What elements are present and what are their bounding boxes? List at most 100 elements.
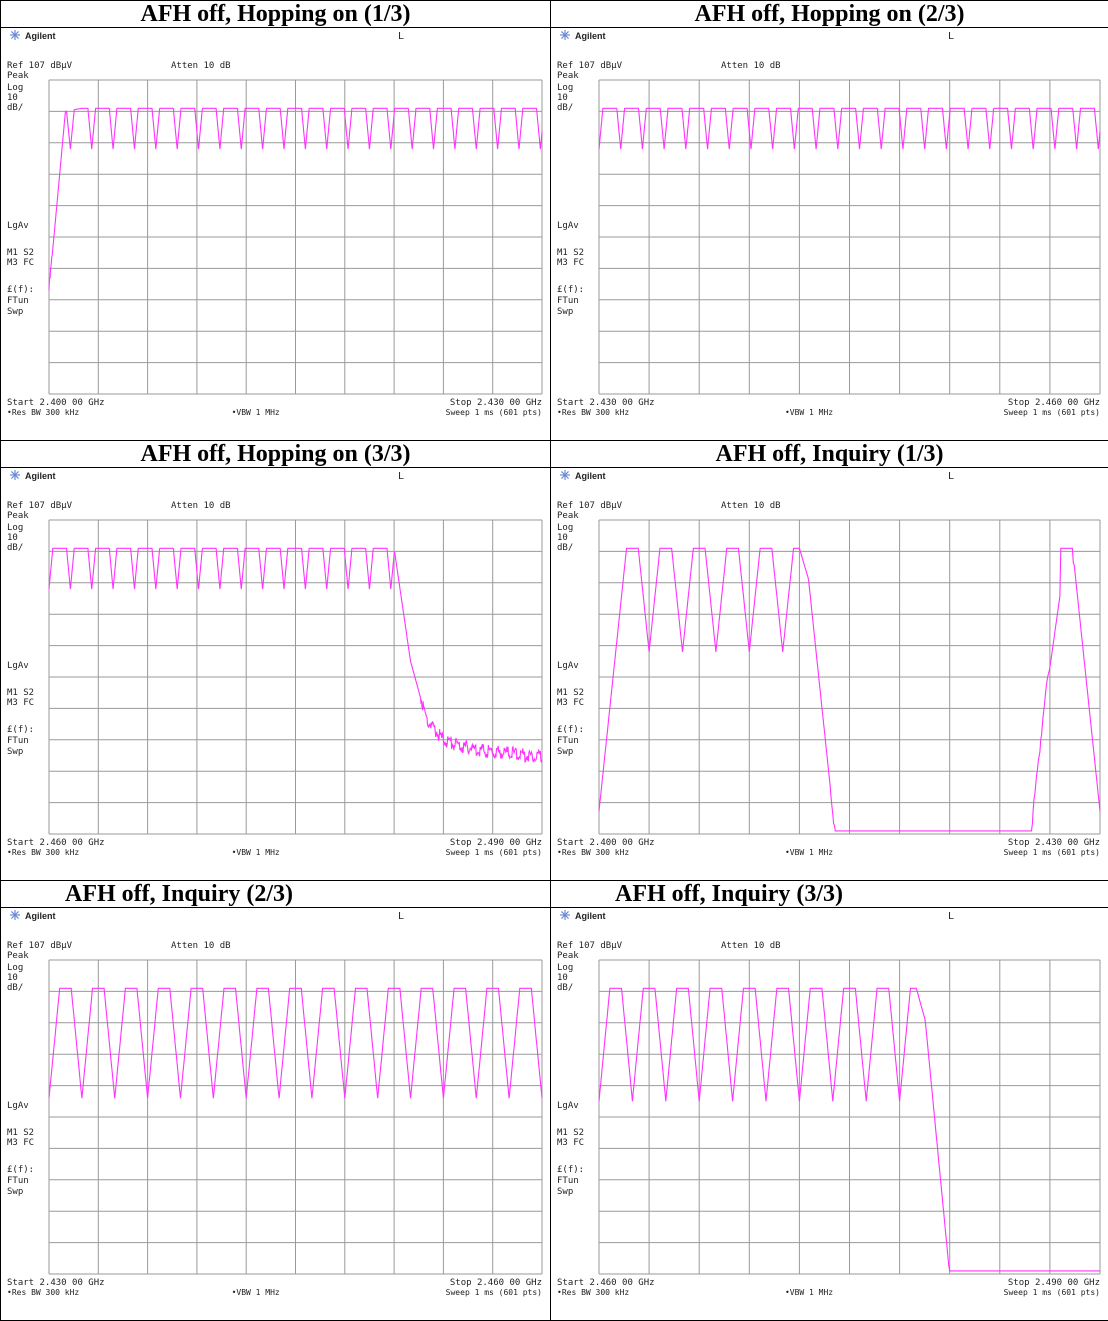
lgav-label: LgAv	[7, 221, 29, 231]
m1-label: M1 S2	[7, 248, 34, 258]
scale-unit-label: dB/	[557, 983, 573, 993]
m1-label: M1 S2	[557, 248, 584, 258]
graticule	[599, 80, 1100, 394]
ftun-label: FTun	[557, 1176, 579, 1186]
ef-label: £(f):	[7, 1165, 34, 1175]
agilent-logo-icon	[560, 470, 570, 480]
agilent-logo-icon	[10, 910, 20, 920]
graticule	[599, 960, 1100, 1274]
ftun-label: FTun	[7, 296, 29, 306]
start-freq-label: Start 2.460 00 GHz	[7, 838, 105, 848]
atten-label: Atten 10 dB	[171, 61, 231, 71]
ef-label: £(f):	[7, 285, 34, 295]
sweep-label: Sweep 1 ms (601 pts)	[1004, 1288, 1100, 1297]
marker-label: L	[948, 471, 954, 482]
start-freq-label: Start 2.460 00 GHz	[557, 1278, 655, 1288]
ftun-label: FTun	[7, 736, 29, 746]
agilent-logo-icon	[10, 30, 20, 40]
log-label: Log	[7, 83, 23, 93]
log-label: Log	[7, 963, 23, 973]
brand-label: Agilent	[25, 471, 56, 481]
vbw-label: •VBW 1 MHz	[232, 408, 280, 417]
ftun-label: FTun	[7, 1176, 29, 1186]
swp-label: Swp	[7, 307, 23, 317]
scale-unit-label: dB/	[7, 103, 23, 113]
lgav-label: LgAv	[7, 661, 29, 671]
panel-title-3: AFH off, Inquiry (1/3)	[551, 441, 1108, 468]
res-bw-label: •Res BW 300 kHz	[7, 408, 79, 417]
panel-title-4: AFH off, Inquiry (2/3)	[1, 881, 551, 908]
atten-label: Atten 10 dB	[171, 941, 231, 951]
m3-label: M3 FC	[7, 1138, 34, 1148]
stop-freq-label: Stop 2.490 00 GHz	[450, 838, 542, 848]
scale-value-label: 10	[557, 533, 568, 543]
panel-title-5: AFH off, Inquiry (3/3)	[551, 881, 1108, 908]
peak-label: Peak	[557, 951, 579, 961]
ref-level-label: Ref 107 dBµV	[7, 941, 73, 951]
lgav-label: LgAv	[557, 221, 579, 231]
res-bw-label: •Res BW 300 kHz	[557, 1288, 629, 1297]
ref-level-label: Ref 107 dBµV	[7, 61, 73, 71]
agilent-logo-icon	[560, 30, 570, 40]
sweep-label: Sweep 1 ms (601 pts)	[1004, 408, 1100, 417]
marker-label: L	[398, 911, 404, 922]
stop-freq-label: Stop 2.460 00 GHz	[450, 1278, 542, 1288]
m1-label: M1 S2	[557, 688, 584, 698]
ftun-label: FTun	[557, 296, 579, 306]
vbw-label: •VBW 1 MHz	[785, 848, 833, 857]
scale-unit-label: dB/	[7, 543, 23, 553]
m3-label: M3 FC	[7, 698, 34, 708]
panel-title-1: AFH off, Hopping on (2/3)	[551, 1, 1108, 28]
graticule	[49, 960, 542, 1274]
panel-title-0: AFH off, Hopping on (1/3)	[1, 1, 551, 28]
swp-label: Swp	[557, 1187, 573, 1197]
lgav-label: LgAv	[7, 1101, 29, 1111]
log-label: Log	[7, 523, 23, 533]
graticule	[49, 520, 542, 834]
start-freq-label: Start 2.400 00 GHz	[7, 398, 105, 408]
brand-label: Agilent	[575, 911, 606, 921]
graticule	[599, 520, 1100, 834]
ef-label: £(f):	[557, 725, 584, 735]
log-label: Log	[557, 523, 573, 533]
peak-label: Peak	[557, 511, 579, 521]
stop-freq-label: Stop 2.430 00 GHz	[450, 398, 542, 408]
swp-label: Swp	[557, 747, 573, 757]
marker-label: L	[398, 31, 404, 42]
ref-level-label: Ref 107 dBµV	[557, 941, 623, 951]
atten-label: Atten 10 dB	[171, 501, 231, 511]
ref-level-label: Ref 107 dBµV	[557, 61, 623, 71]
agilent-logo-icon	[10, 470, 20, 480]
sweep-label: Sweep 1 ms (601 pts)	[446, 848, 542, 857]
swp-label: Swp	[7, 1187, 23, 1197]
ef-label: £(f):	[557, 285, 584, 295]
peak-label: Peak	[7, 951, 29, 961]
start-freq-label: Start 2.430 00 GHz	[557, 398, 655, 408]
vbw-label: •VBW 1 MHz	[232, 848, 280, 857]
log-label: Log	[557, 83, 573, 93]
scale-unit-label: dB/	[557, 103, 573, 113]
scale-value-label: 10	[7, 973, 18, 983]
marker-label: L	[948, 31, 954, 42]
vbw-label: •VBW 1 MHz	[232, 1288, 280, 1297]
brand-label: Agilent	[575, 471, 606, 481]
sweep-label: Sweep 1 ms (601 pts)	[446, 408, 542, 417]
panel-title-2: AFH off, Hopping on (3/3)	[1, 441, 551, 468]
marker-label: L	[948, 911, 954, 922]
sweep-label: Sweep 1 ms (601 pts)	[1004, 848, 1100, 857]
lgav-label: LgAv	[557, 661, 579, 671]
atten-label: Atten 10 dB	[721, 941, 781, 951]
stop-freq-label: Stop 2.490 00 GHz	[1008, 1278, 1100, 1288]
brand-label: Agilent	[25, 31, 56, 41]
scale-value-label: 10	[557, 93, 568, 103]
